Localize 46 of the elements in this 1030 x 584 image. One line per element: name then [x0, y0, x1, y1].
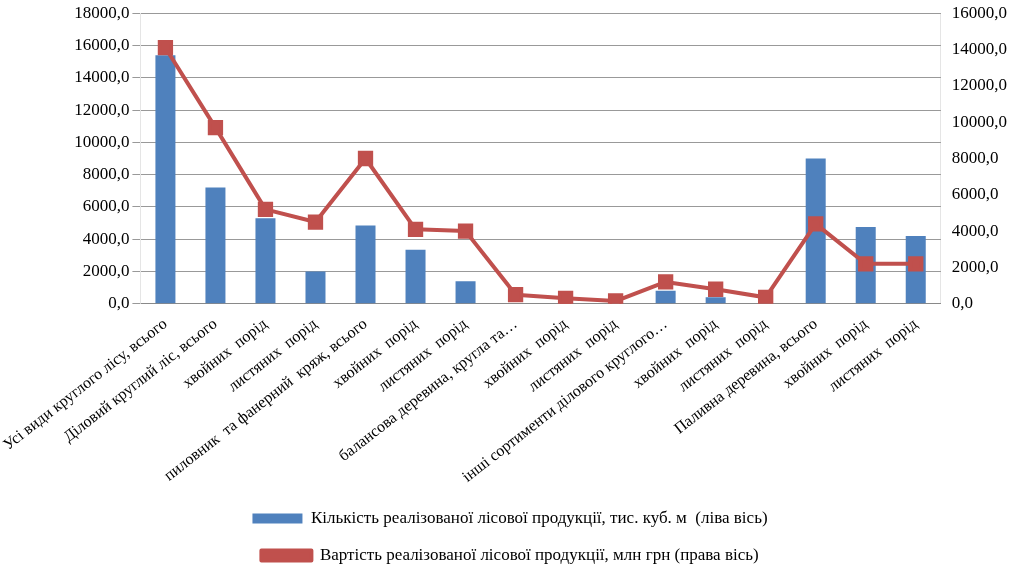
bar [655, 290, 676, 304]
bar [155, 55, 176, 304]
point [557, 290, 574, 304]
y-tick-label: 4000,0 [82, 228, 130, 248]
bar [355, 225, 376, 304]
bar [305, 271, 326, 304]
bar [405, 249, 426, 304]
y-tick-label: 18000,0 [74, 2, 130, 22]
y2-tick-label: 12000,0 [951, 75, 1007, 95]
point [908, 256, 924, 272]
y2-tick-label: 10000,0 [951, 111, 1007, 131]
y-tick-label: 12000,0 [74, 99, 130, 119]
y-tick-label: 2000,0 [82, 260, 130, 280]
point [407, 221, 424, 237]
y2-tick-label: 6000,0 [951, 184, 999, 204]
bar [205, 187, 226, 304]
bar [705, 297, 726, 304]
y2-tick-label: 8000,0 [951, 147, 999, 167]
point [708, 281, 724, 297]
y-tick-label: 6000,0 [82, 196, 130, 216]
point [858, 256, 874, 272]
y-tick-label: 8000,0 [82, 164, 130, 184]
y-tick-label: 14000,0 [74, 67, 130, 87]
point [507, 287, 524, 303]
point [207, 119, 224, 136]
bar [805, 158, 826, 304]
legend-label: Кількість реалізованої лісової продукції, тис. куб. м (ліва вісь) [310, 507, 768, 527]
legend-label: Вартість реалізованої лісової продукції, млн грн (права вісь) [319, 544, 759, 564]
bar [255, 218, 276, 304]
y-tick-label: 16000,0 [74, 34, 130, 54]
bar [455, 281, 476, 304]
point [657, 274, 674, 290]
y2-tick-label: 0,0 [951, 293, 973, 313]
y2-tick-label: 4000,0 [951, 220, 999, 240]
point [457, 223, 474, 239]
y2-tick-label: 2000,0 [951, 256, 999, 276]
y2-tick-label: 16000,0 [951, 2, 1007, 22]
point [257, 201, 274, 217]
point [307, 214, 324, 230]
y-tick-label: 0,0 [108, 293, 130, 313]
point [357, 150, 374, 167]
y-tick-label: 10000,0 [74, 131, 130, 151]
point [808, 216, 824, 232]
point [157, 40, 174, 56]
point [758, 289, 774, 304]
y2-tick-label: 14000,0 [951, 38, 1007, 58]
